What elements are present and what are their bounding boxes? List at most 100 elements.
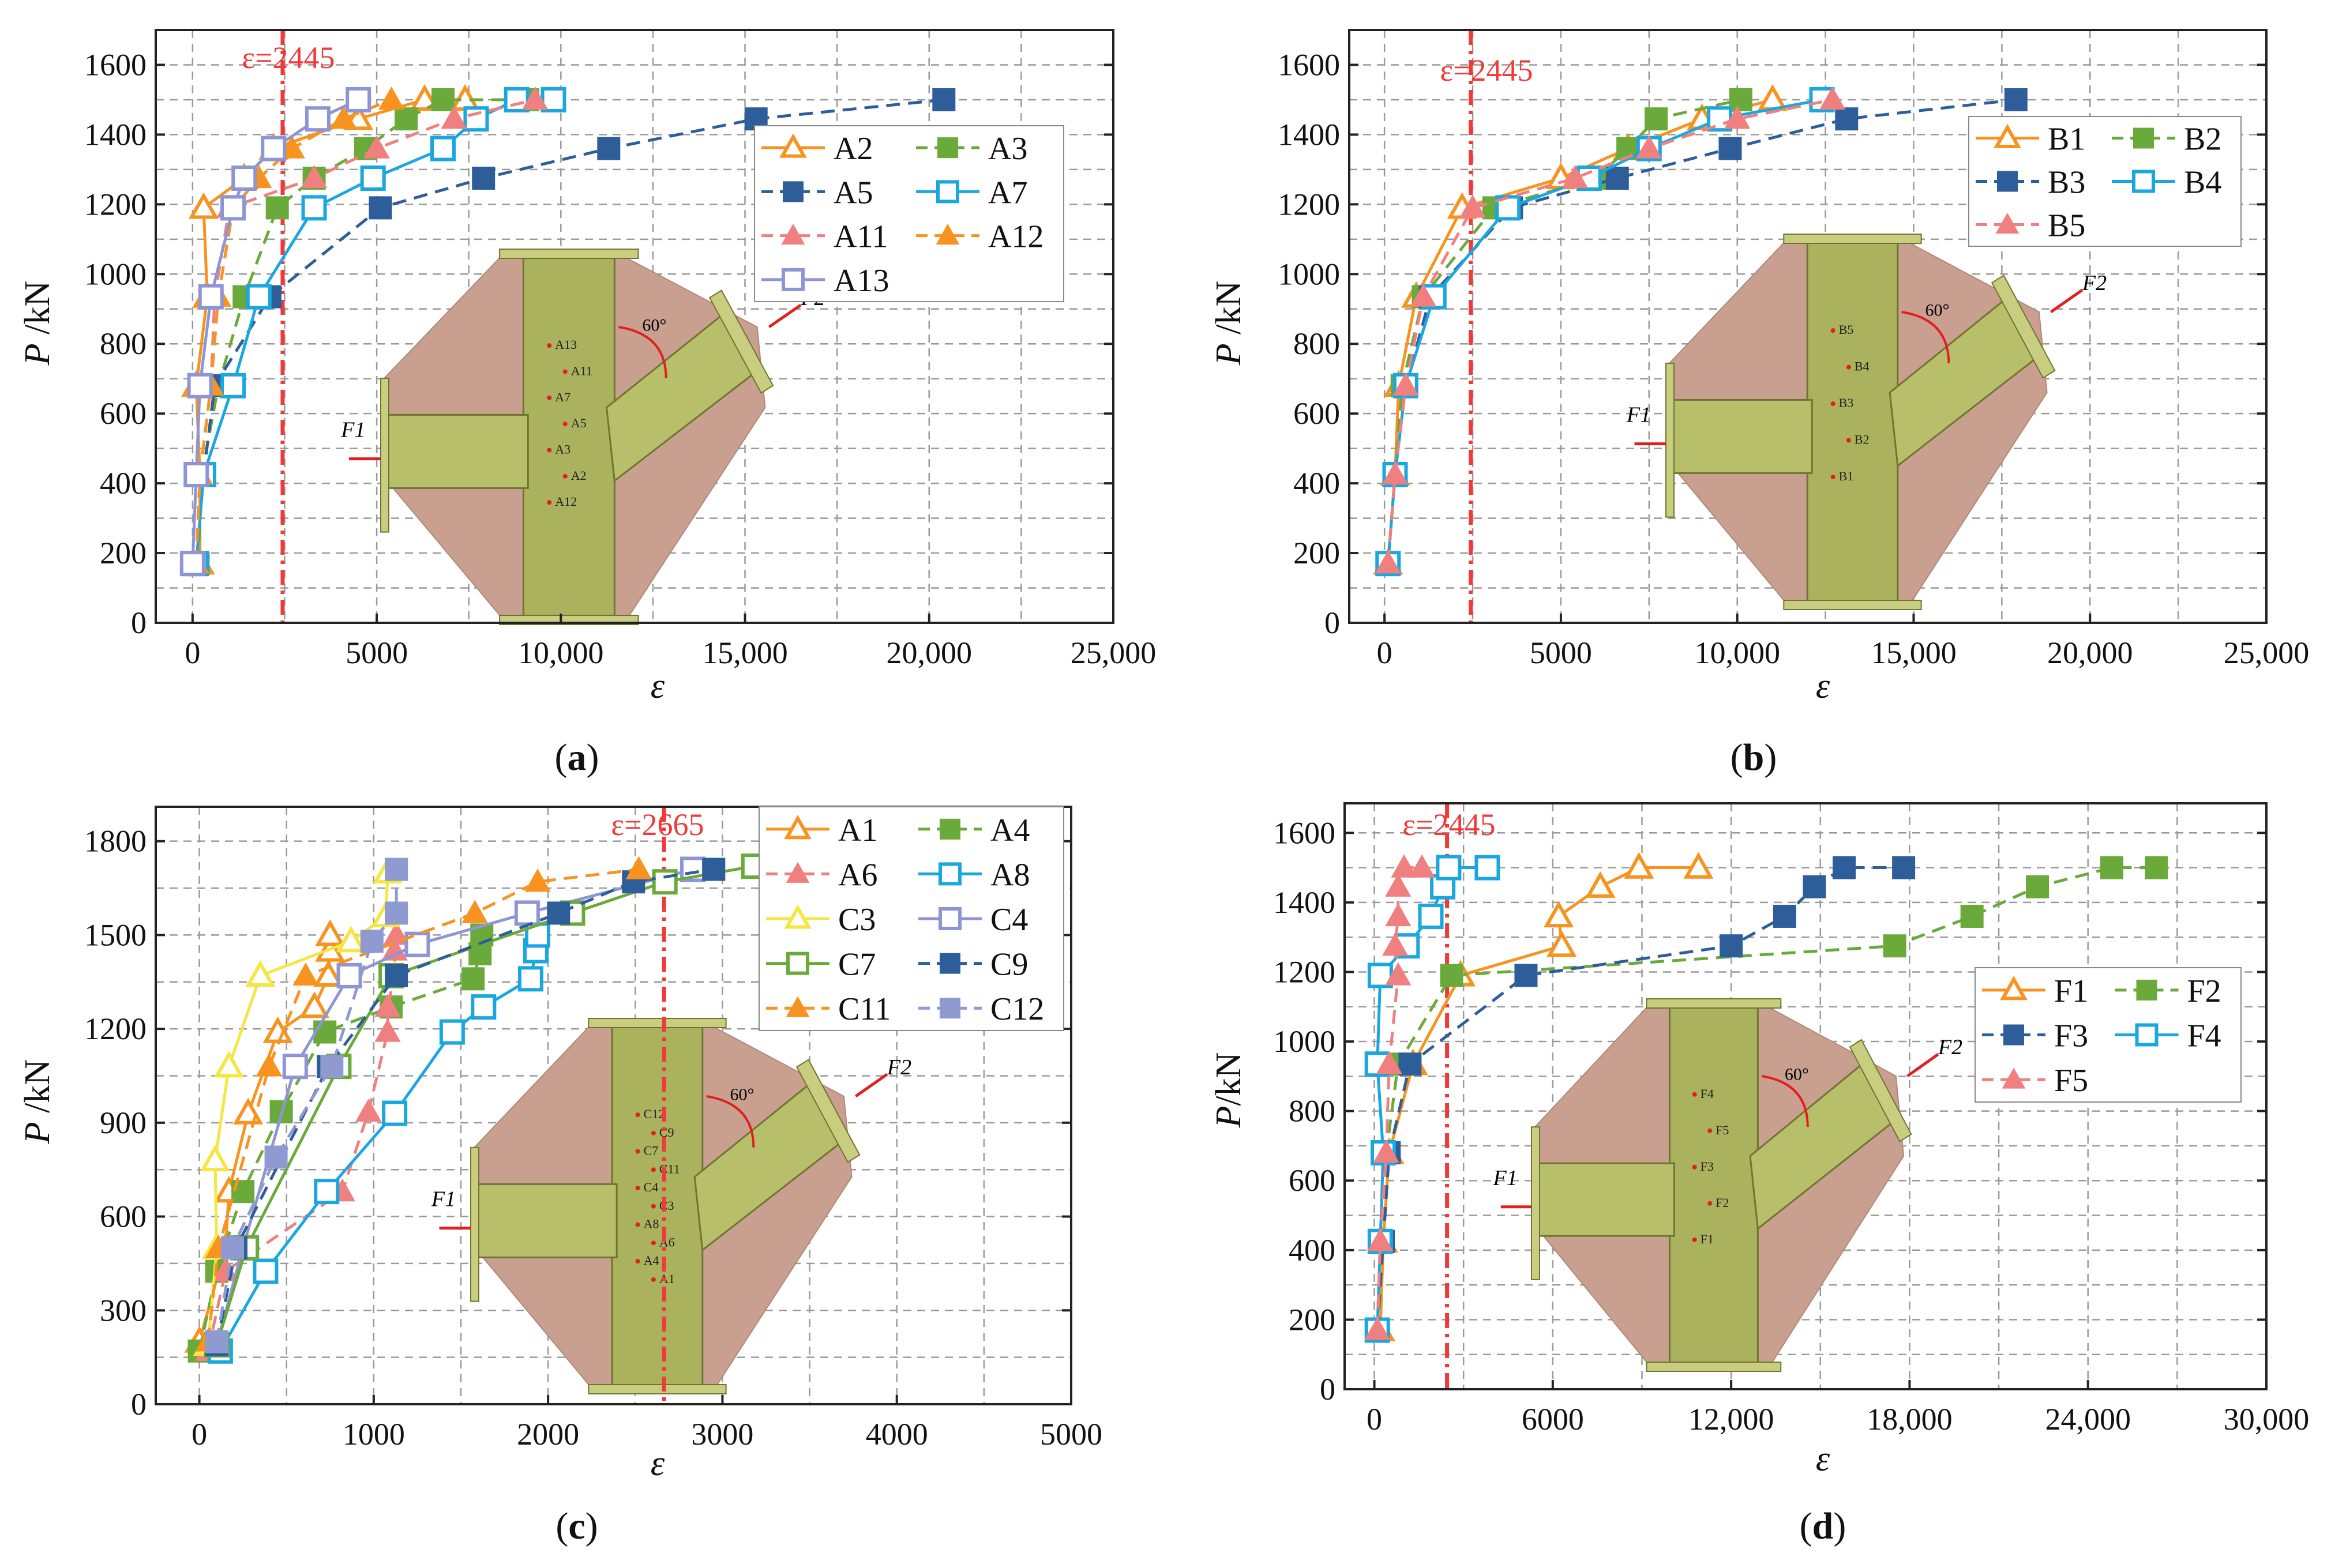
legend-label: A5 — [834, 175, 873, 210]
data-point-C9 — [385, 964, 408, 987]
legend-label: A13 — [834, 263, 889, 299]
legend: A1 A4 A6 A8 C3 C4 C7 C9 C11 C12 — [759, 806, 1064, 1031]
legend-box — [754, 125, 1064, 302]
inset-brace-flange-2 — [795, 1059, 861, 1163]
data-point-A6 — [374, 994, 401, 1017]
data-point-B3 — [2004, 88, 2028, 111]
gauge-label: B1 — [1839, 469, 1854, 483]
gauge-mark — [651, 1277, 656, 1282]
gauge-mark — [547, 448, 552, 453]
angle-arc — [618, 326, 667, 378]
y-axis-variable: P — [1209, 343, 1248, 366]
y-axis-unit: /kN — [1209, 281, 1248, 344]
legend-entry-B4: B4 — [2112, 165, 2221, 201]
x-tick-label: 5000 — [346, 636, 408, 670]
data-point-B5 — [1636, 135, 1662, 159]
legend-entry-A7: A7 — [916, 175, 1027, 210]
legend-entry-C7: C7 — [766, 947, 876, 983]
legend-label: A6 — [838, 857, 877, 893]
data-point-F3 — [1514, 964, 1538, 987]
legend-entry-C12: C12 — [918, 991, 1044, 1027]
data-point-A7 — [301, 195, 327, 221]
legend-label: F1 — [2054, 973, 2088, 1009]
data-point-A13 — [198, 284, 224, 310]
data-point-A3 — [395, 107, 418, 131]
legend-label: F4 — [2187, 1018, 2221, 1054]
gauge-mark — [1830, 401, 1835, 407]
data-point-F2 — [2100, 856, 2123, 879]
data-point-C12 — [385, 901, 408, 925]
legend-label: C4 — [990, 902, 1028, 938]
gauge-mark — [1692, 1092, 1697, 1097]
y-tick-label: 400 — [100, 466, 147, 501]
x-tick-label: 12,000 — [1688, 1402, 1774, 1437]
x-tick-label: 1000 — [343, 1417, 405, 1452]
y-axis-label: P /kN — [18, 281, 57, 366]
legend-swatch-marker — [936, 180, 959, 204]
gauge-label: F4 — [1701, 1086, 1714, 1101]
y-axis-label: P /kN — [18, 1059, 57, 1144]
series-C12 — [205, 858, 408, 1353]
data-point-A7 — [430, 136, 456, 161]
data-point-C3 — [336, 926, 366, 953]
series-line-F3 — [1376, 866, 1904, 1330]
plot-frame — [1348, 29, 2268, 624]
legend-entry-C3: C3 — [766, 902, 876, 938]
legend: A2 A3 A5 A7 A11 A12 A13 — [754, 125, 1064, 302]
y-tick-label: 600 — [1289, 1163, 1335, 1198]
x-tick-label: 25,000 — [1071, 636, 1157, 670]
series-line-F5 — [1376, 866, 1422, 1330]
data-point-A11 — [522, 87, 549, 110]
legend-swatch-marker — [783, 181, 804, 202]
gauge-mark — [651, 1130, 656, 1135]
data-point-A13 — [187, 373, 213, 398]
data-point-F1 — [1544, 900, 1574, 928]
panel-letter: c — [568, 1505, 585, 1547]
y-tick-label: 1200 — [1278, 187, 1340, 221]
legend-entry-A6: A6 — [766, 857, 877, 893]
data-point-A4 — [461, 967, 485, 991]
gauge-mark — [1692, 1237, 1697, 1242]
x-tick-label: 2000 — [517, 1417, 579, 1452]
gauge-mark — [635, 1259, 640, 1264]
data-point-C11 — [461, 900, 488, 923]
legend-label: B4 — [2184, 165, 2221, 201]
data-point-C4 — [514, 900, 540, 926]
panel-paren: ) — [1833, 1505, 1846, 1547]
series-line-B5 — [1386, 98, 1833, 564]
data-point-F5 — [1385, 962, 1412, 986]
x-tick-label: 20,000 — [2047, 636, 2133, 670]
data-point-A8 — [382, 1100, 408, 1126]
panel-paren: ) — [587, 736, 599, 779]
x-tick-label: 15,000 — [702, 636, 788, 670]
force-label-f2: F2 — [1938, 1035, 1962, 1059]
force-arrow-f2 — [768, 303, 802, 329]
legend-swatch-marker — [786, 996, 810, 1017]
y-tick-label: 600 — [1293, 396, 1340, 431]
legend-swatch-marker — [2132, 170, 2155, 193]
data-point-A4 — [313, 1020, 337, 1044]
data-point-F1 — [1585, 871, 1616, 898]
panel-paren: ( — [555, 1505, 568, 1547]
legend-entry-F1: F1 — [1982, 973, 2088, 1009]
data-point-F2 — [1883, 934, 1906, 958]
x-tick-label: 20,000 — [887, 636, 973, 670]
gauge-label: C12 — [644, 1107, 665, 1121]
legend-swatch-marker — [2003, 1024, 2024, 1046]
data-point-A1 — [299, 991, 330, 1018]
gauge-mark — [547, 343, 552, 348]
gauge-mark — [1830, 328, 1835, 333]
data-point-B5 — [1392, 372, 1419, 396]
x-axis-label: ε — [651, 667, 665, 706]
data-point-A6 — [355, 1098, 382, 1122]
inset-top-flange — [499, 249, 639, 259]
data-point-B1 — [1757, 84, 1788, 111]
y-axis-variable: P — [18, 343, 57, 366]
x-tick-label: 4000 — [866, 1417, 928, 1452]
y-tick-label: 900 — [100, 1106, 147, 1140]
x-tick-label: 25,000 — [2224, 636, 2310, 670]
gauge-label: C4 — [644, 1180, 659, 1194]
gauge-label: A11 — [571, 363, 592, 378]
angle-label: 60° — [642, 315, 666, 334]
